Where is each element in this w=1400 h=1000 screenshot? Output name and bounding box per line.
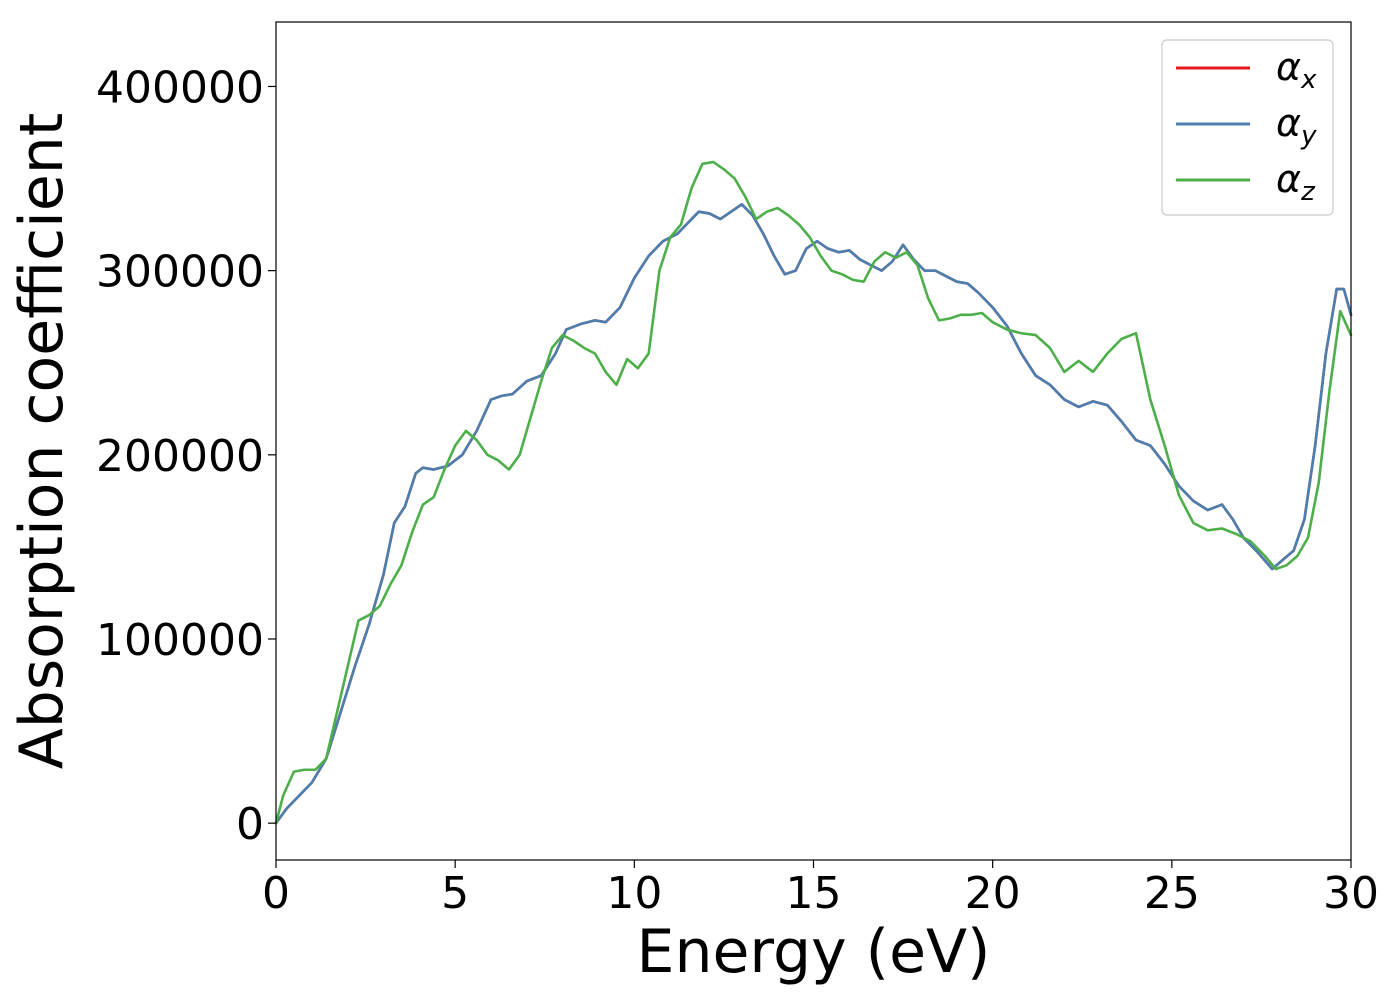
x-tick-label: 20 bbox=[965, 868, 1021, 919]
y-tick-label: 0 bbox=[236, 799, 264, 850]
series-group bbox=[274, 160, 1353, 825]
legend-label-x: αx bbox=[1276, 45, 1317, 95]
legend-box bbox=[1161, 39, 1334, 216]
x-axis-label: Energy (eV) bbox=[637, 917, 991, 987]
x-tick-label: 5 bbox=[441, 868, 469, 919]
x-tick-label: 10 bbox=[606, 868, 662, 919]
y-axis-ticks: 0 100000 200000 300000 400000 bbox=[96, 62, 276, 850]
x-axis-ticks: 0 5 10 15 20 25 30 bbox=[262, 860, 1379, 919]
y-axis-label: Absorption coefficient bbox=[7, 113, 77, 770]
y-tick-label: 100000 bbox=[96, 615, 264, 666]
legend-label-y: αy bbox=[1276, 101, 1317, 151]
legend-label-z: αz bbox=[1276, 157, 1316, 207]
x-tick-label: 15 bbox=[786, 868, 842, 919]
series-line-z bbox=[274, 160, 1353, 825]
x-tick-label: 25 bbox=[1144, 868, 1200, 919]
x-tick-label: 0 bbox=[262, 868, 290, 919]
x-tick-label: 30 bbox=[1323, 868, 1379, 919]
legend: αx αy αz bbox=[1161, 39, 1334, 216]
y-tick-label: 200000 bbox=[96, 431, 264, 482]
y-tick-label: 300000 bbox=[96, 247, 264, 298]
series-line-y bbox=[274, 203, 1353, 825]
y-tick-label: 400000 bbox=[96, 62, 264, 113]
